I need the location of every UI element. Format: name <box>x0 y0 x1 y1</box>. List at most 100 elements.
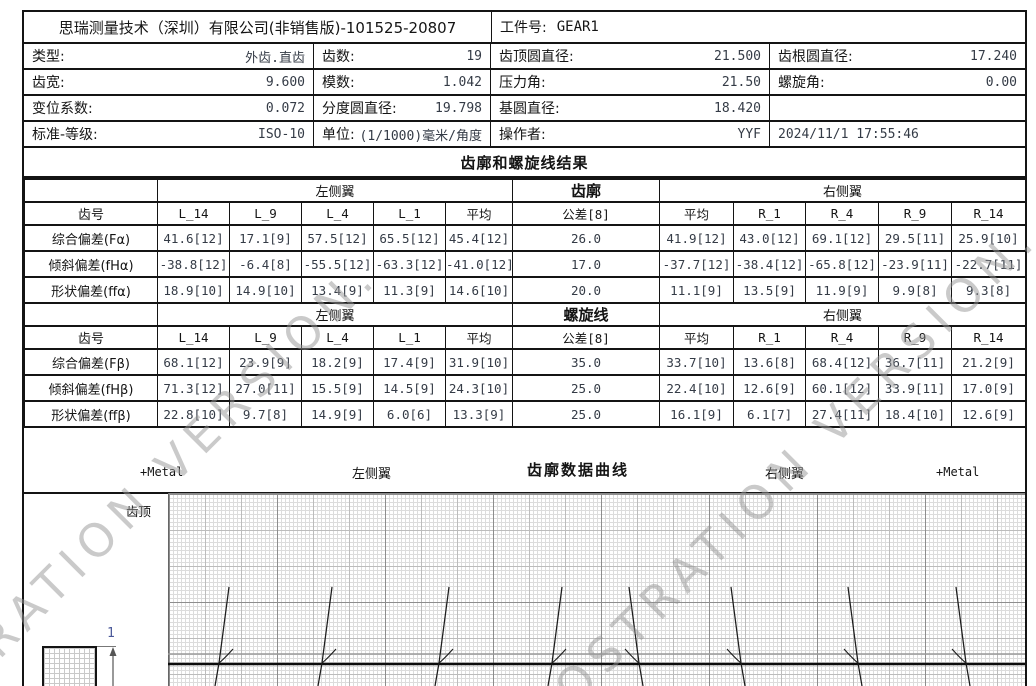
timestamp: 2024/11/1 17:55:46 <box>778 126 919 142</box>
trace-tip-branch-R_4 <box>726 648 742 664</box>
column-header: R_1 <box>733 325 807 350</box>
result-cell: 57.5[12] <box>301 224 374 252</box>
result-cell: 22.8[10] <box>157 400 230 428</box>
table-row: 综合偏差(Fα) 41.6[12] 17.1[9] 57.5[12] 65.5[12] 4… <box>24 224 1027 252</box>
scale-reference-box <box>42 646 97 686</box>
results-table: 左侧翼 齿廓 右侧翼 齿号 L_14 L_9 L_4 L_1 平均 公差[8] 平均 R_1 R_4 R_… <box>24 178 1027 428</box>
column-header: 平均 <box>444 201 514 226</box>
result-cell: 14.9[10] <box>229 276 302 304</box>
trace-tip-branch-R_14 <box>951 648 967 664</box>
deviation-row-name: 倾斜偏差(fHβ) <box>24 374 158 402</box>
result-cell: 68.1[12] <box>157 348 230 376</box>
table-row: 倾斜偏差(fHα) -38.8[12] -6.4[8] -55.5[12] -63.3[… <box>24 250 1027 278</box>
field-unit: 单位: (1/1000)毫米/角度 <box>314 122 491 146</box>
header-row: 类型: 外齿.直齿 齿数: 19 齿顶圆直径: 21.500 齿根圆直径: 17.240 <box>24 44 1025 70</box>
trace-tip-branch-R_1 <box>624 648 640 664</box>
header-row: 齿宽: 9.600 模数: 1.042 压力角: 21.50 螺旋角: 0.00 <box>24 70 1025 96</box>
result-cell: 9.3[8] <box>951 276 1027 304</box>
deviation-row-name: 倾斜偏差(fHα) <box>24 250 158 278</box>
field-label: 齿根圆直径: <box>778 49 853 65</box>
report-sheet: 思瑞测量技术（深圳）有限公司(非销售版)-101525-20807 工件号: G… <box>22 10 1027 686</box>
deviation-row-name: 形状偏差(ffα) <box>24 276 158 304</box>
trace-tip-branch-L_4 <box>438 648 454 664</box>
result-cell: 14.6[10] <box>444 276 514 304</box>
flank-header-row: 左侧翼 齿廓 右侧翼 <box>24 178 1027 203</box>
result-cell: 68.4[12] <box>805 348 880 376</box>
column-header: L_1 <box>373 201 446 226</box>
column-header: R_14 <box>951 325 1027 350</box>
field-label: 齿宽: <box>32 75 65 91</box>
left-flank-header: 左侧翼 <box>156 302 514 327</box>
profile-trace-L_14 <box>214 586 230 686</box>
result-cell: 11.3[9] <box>373 276 446 304</box>
right-flank-header: 右侧翼 <box>659 178 1027 203</box>
column-header: L_9 <box>229 325 302 350</box>
field-module: 模数: 1.042 <box>314 70 491 94</box>
result-cell: 6.1[7] <box>733 400 807 428</box>
field-pitch-diameter: 分度圆直径: 19.798 <box>314 96 491 120</box>
header-row: 标准-等级: ISO-10 单位: (1/1000)毫米/角度 操作者: YYF 20… <box>24 122 1025 148</box>
result-cell: 15.5[9] <box>301 374 374 402</box>
field-shift-coefficient: 变位系数: 0.072 <box>24 96 314 120</box>
company-title-cell: 思瑞测量技术（深圳）有限公司(非销售版)-101525-20807 <box>24 12 492 42</box>
flank-header-row: 左侧翼 螺旋线 右侧翼 <box>24 302 1027 327</box>
header-title-row: 思瑞测量技术（深圳）有限公司(非销售版)-101525-20807 工件号: G… <box>24 12 1025 44</box>
result-cell: 11.1[9] <box>659 276 735 304</box>
trace-tip-branch-L_9 <box>321 648 337 664</box>
result-cell: 24.3[10] <box>444 374 514 402</box>
deviation-row-name: 综合偏差(Fβ) <box>24 348 158 376</box>
field-label: 模数: <box>322 75 355 91</box>
field-base-diameter: 基圆直径: 18.420 <box>491 96 770 120</box>
field-value: (1/1000)毫米/角度 <box>359 128 482 144</box>
scale-arrow-icon <box>109 647 117 686</box>
column-header: L_14 <box>157 325 230 350</box>
result-cell: 33.9[11] <box>878 374 953 402</box>
profile-trace-R_9 <box>847 586 863 686</box>
result-cell: 13.5[9] <box>733 276 807 304</box>
result-cell: 23.9[9] <box>229 348 302 376</box>
field-value: 19.798 <box>435 100 482 116</box>
result-cell: 71.3[12] <box>157 374 230 402</box>
field-value: 0.00 <box>985 74 1017 90</box>
column-header: L_14 <box>157 201 230 226</box>
result-cell: 41.6[12] <box>157 224 230 252</box>
left-flank-header: 左侧翼 <box>156 178 514 203</box>
column-header: L_9 <box>229 201 302 226</box>
result-cell: 26.0 <box>512 224 661 252</box>
field-pressure-angle: 压力角: 21.50 <box>491 70 770 94</box>
result-cell: -63.3[12] <box>373 250 446 278</box>
column-header: R_4 <box>805 201 880 226</box>
result-cell: -37.7[12] <box>659 250 735 278</box>
profile-traces-svg <box>168 586 1025 686</box>
metal-direction-label-right: +Metal <box>936 465 980 479</box>
flank-spacer-cell <box>24 178 158 203</box>
result-cell: 6.0[6] <box>373 400 446 428</box>
result-cell: -6.4[8] <box>229 250 302 278</box>
table-row: 综合偏差(Fβ) 68.1[12] 23.9[9] 18.2[9] 17.4[9] 31.… <box>24 348 1027 376</box>
result-cell: 35.0 <box>512 348 661 376</box>
field-empty <box>770 96 1025 120</box>
column-header: R_9 <box>878 201 953 226</box>
result-cell: 20.0 <box>512 276 661 304</box>
column-header: L_1 <box>373 325 446 350</box>
field-label: 类型: <box>32 49 65 65</box>
result-cell: 12.6[9] <box>951 400 1027 428</box>
profile-trace-R_14 <box>955 586 971 686</box>
result-cell: 31.9[10] <box>444 348 514 376</box>
company-title: 思瑞测量技术（深圳）有限公司(非销售版)-101525-20807 <box>58 18 457 37</box>
result-cell: -23.9[11] <box>878 250 953 278</box>
result-cell: 29.5[11] <box>878 224 953 252</box>
result-cell: -65.8[12] <box>805 250 880 278</box>
field-label: 单位: <box>322 127 355 143</box>
result-cell: 45.4[12] <box>444 224 514 252</box>
flank-spacer-cell <box>24 302 158 327</box>
tooth-id-header: 齿号 <box>24 325 158 350</box>
header-row: 变位系数: 0.072 分度圆直径: 19.798 基圆直径: 18.420 <box>24 96 1025 122</box>
result-cell: 17.1[9] <box>229 224 302 252</box>
profile-trace-R_4 <box>730 586 746 686</box>
column-header: L_4 <box>301 201 374 226</box>
result-cell: 65.5[12] <box>373 224 446 252</box>
chart-right-flank-label: 右侧翼 <box>765 467 805 482</box>
part-no-value: GEAR1 <box>556 19 599 35</box>
